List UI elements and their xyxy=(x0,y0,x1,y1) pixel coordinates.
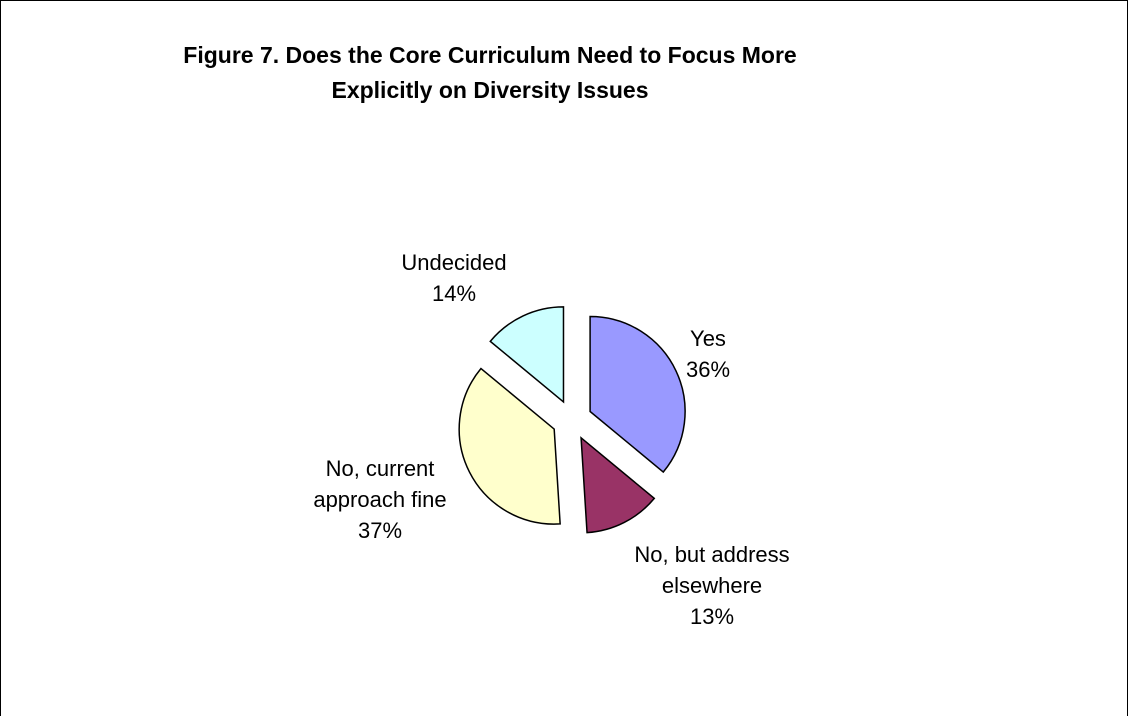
pie-slice-0 xyxy=(589,315,686,474)
pie-slice-1 xyxy=(580,436,656,534)
chart-title-line-2: Explicitly on Diversity Issues xyxy=(331,77,649,103)
slice-label-1: elsewhere xyxy=(662,573,762,598)
pie-slice-3 xyxy=(489,306,565,404)
slice-percent-label-1: 13% xyxy=(690,604,734,629)
slice-label-3: Undecided xyxy=(401,250,506,275)
slice-label-1: No, but address xyxy=(634,542,789,567)
slice-percent-label-3: 14% xyxy=(432,281,476,306)
chart-title: Figure 7. Does the Core Curriculum Need … xyxy=(110,38,870,108)
slice-label-2: No, current xyxy=(326,456,435,481)
slice-percent-label-2: 37% xyxy=(358,518,402,543)
slice-label-0: Yes xyxy=(690,326,726,351)
slice-label-2: approach fine xyxy=(313,487,446,512)
slice-percent-label-0: 36% xyxy=(686,357,730,382)
chart-title-line-1: Figure 7. Does the Core Curriculum Need … xyxy=(183,42,797,68)
pie-slice-2 xyxy=(458,367,561,525)
